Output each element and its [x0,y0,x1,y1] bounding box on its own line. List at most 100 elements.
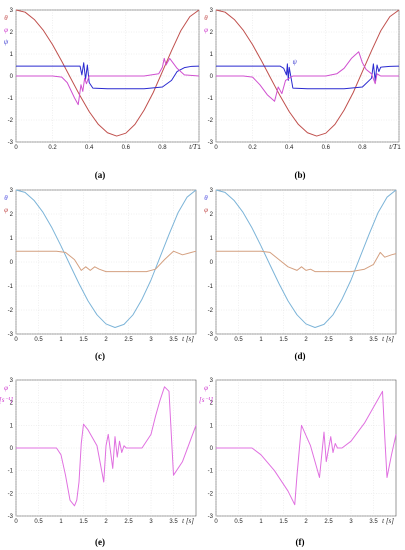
caption-d: (d) [295,351,306,361]
panel-c-chart: 0 0.5 1 1.5 2 2.5 3 3.5 -3 -2 -1 0 1 2 3 t [s] θφ [4,188,197,343]
y-tick-label-b: 2 [210,30,214,36]
x-axis-label-d: t [s] [382,335,394,343]
series-line-a-2 [16,57,200,106]
y-tick-label-f: 3 [210,378,214,384]
x-tick-label-d: 3 [349,337,353,343]
y-tick-label-c: 3 [10,188,14,194]
y-tick-label-b: 3 [210,8,214,14]
y-axis-label-b: θ [204,14,208,22]
y-tick-label-c: 2 [10,212,14,218]
x-tick-label-e: 0.5 [34,519,43,525]
x-axis-label-a: t/T [189,143,198,151]
x-tick-label-c: 3 [149,337,153,343]
y-tick-label-a: -3 [8,140,14,146]
x-tick-label-f: 1 [259,519,263,525]
x-tick-label-b: 1 [397,145,401,151]
series-line-d-1 [216,250,397,273]
x-tick-label-a: 0.6 [122,145,131,151]
y-axis-label-d: θ [204,194,208,202]
y-axis-label-e: φ̇ [4,384,10,392]
x-tick-label-a: 0 [14,145,18,151]
x-tick-label-a: 0.4 [85,145,94,151]
x-tick-label-c: 0.5 [34,337,43,343]
caption-f: (f) [296,537,305,547]
y-axis-label-b: φ [204,26,208,34]
x-tick-label-b: 0 [214,145,218,151]
y-tick-label-e: 2 [10,401,14,407]
x-tick-label-e: 3.5 [169,519,178,525]
series-line-b-1 [216,63,400,90]
x-tick-label-f: 2.5 [324,519,333,525]
y-tick-label-d: -1 [208,284,214,290]
y-tick-label-b: -1 [208,96,214,102]
y-axis-label-e: [s⁻¹] [0,396,13,404]
x-tick-label-f: 0.5 [234,519,243,525]
x-tick-label-d: 0.5 [234,337,243,343]
series-line-b-2 [216,51,399,102]
y-axis-label-f: [s⁻¹] [199,396,213,404]
x-axis-label-c: t [s] [182,335,194,343]
y-axis-label-f: φ̇ [204,384,210,392]
x-tick-label-c: 1 [59,337,63,343]
y-tick-label-f: 2 [210,401,214,407]
x-tick-label-b: 0.4 [285,145,294,151]
x-axis-label-f: t [s] [382,517,394,525]
x-tick-label-e: 1.5 [79,519,88,525]
y-tick-label-d: 0 [210,260,214,266]
y-tick-label-d: -2 [208,308,214,314]
x-tick-label-e: 2 [104,519,108,525]
y-tick-label-a: 1 [10,52,14,58]
x-tick-label-b: 0.2 [248,145,257,151]
panel-b-chart: 0 0.2 0.4 0.6 0.8 1 -3 -2 -1 0 1 2 3 t/T θφ ψ [204,8,401,151]
y-tick-label-a: -1 [8,96,14,102]
y-tick-label-e: 3 [10,378,14,384]
x-tick-label-a: 0.8 [158,145,167,151]
x-tick-label-e: 3 [149,519,153,525]
y-tick-label-e: -3 [8,514,14,520]
x-axis-label-e: t [s] [182,517,194,525]
y-tick-label-c: 0 [10,260,14,266]
panel-e-chart: 0 0.5 1 1.5 2 2.5 3 3.5 -3 -2 -1 0 1 2 3 t [s] φ̇ [s⁻¹] [0,378,197,525]
y-tick-label-d: 2 [210,212,214,218]
y-tick-label-f: 1 [210,423,214,429]
caption-e: (e) [95,537,105,547]
series-line-e-0 [16,386,197,507]
caption-b: (b) [295,170,306,180]
x-tick-label-c: 3.5 [169,337,178,343]
x-axis-label-b: t/T [389,143,398,151]
x-tick-label-e: 2.5 [124,519,133,525]
x-tick-label-c: 1.5 [79,337,88,343]
y-tick-label-d: 3 [210,188,214,194]
y-tick-label-f: 0 [210,446,214,452]
y-tick-label-f: -1 [208,469,214,475]
x-tick-label-d: 1.5 [279,337,288,343]
x-tick-label-c: 0 [14,337,18,343]
y-tick-label-d: 1 [210,236,214,242]
y-tick-label-e: 1 [10,423,14,429]
x-tick-label-e: 1 [59,519,63,525]
x-tick-label-c: 2 [104,337,108,343]
y-axis-label-a: θ [4,14,8,22]
x-tick-label-f: 3.5 [369,519,378,525]
panel-f-chart: 0 0.5 1 1.5 2 2.5 3 3.5 -3 -2 -1 0 1 2 3 t [s] φ̇ [s⁻¹] [199,378,397,525]
series-line-b-0 [215,9,400,137]
x-tick-label-c: 2.5 [124,337,133,343]
y-tick-label-a: 2 [10,30,14,36]
panel-d-chart: 0 0.5 1 1.5 2 2.5 3 3.5 -3 -2 -1 0 1 2 3 t [s] θφ [204,188,397,343]
x-tick-label-d: 0 [214,337,218,343]
y-tick-label-e: -1 [8,469,14,475]
y-tick-label-d: -3 [208,332,214,338]
y-tick-label-b: -2 [208,118,214,124]
y-axis-label-a: φ [4,26,8,34]
caption-a: (a) [95,170,106,180]
y-tick-label-e: 0 [10,446,14,452]
y-tick-label-b: 1 [210,52,214,58]
y-axis-label-c: θ [4,194,8,202]
x-tick-label-b: 0.8 [358,145,367,151]
y-tick-label-c: 1 [10,236,14,242]
x-tick-label-e: 0 [14,519,18,525]
y-tick-label-c: -1 [8,284,14,290]
y-tick-label-c: -3 [8,332,14,338]
y-tick-label-a: -2 [8,118,14,124]
x-tick-label-f: 2 [304,519,308,525]
